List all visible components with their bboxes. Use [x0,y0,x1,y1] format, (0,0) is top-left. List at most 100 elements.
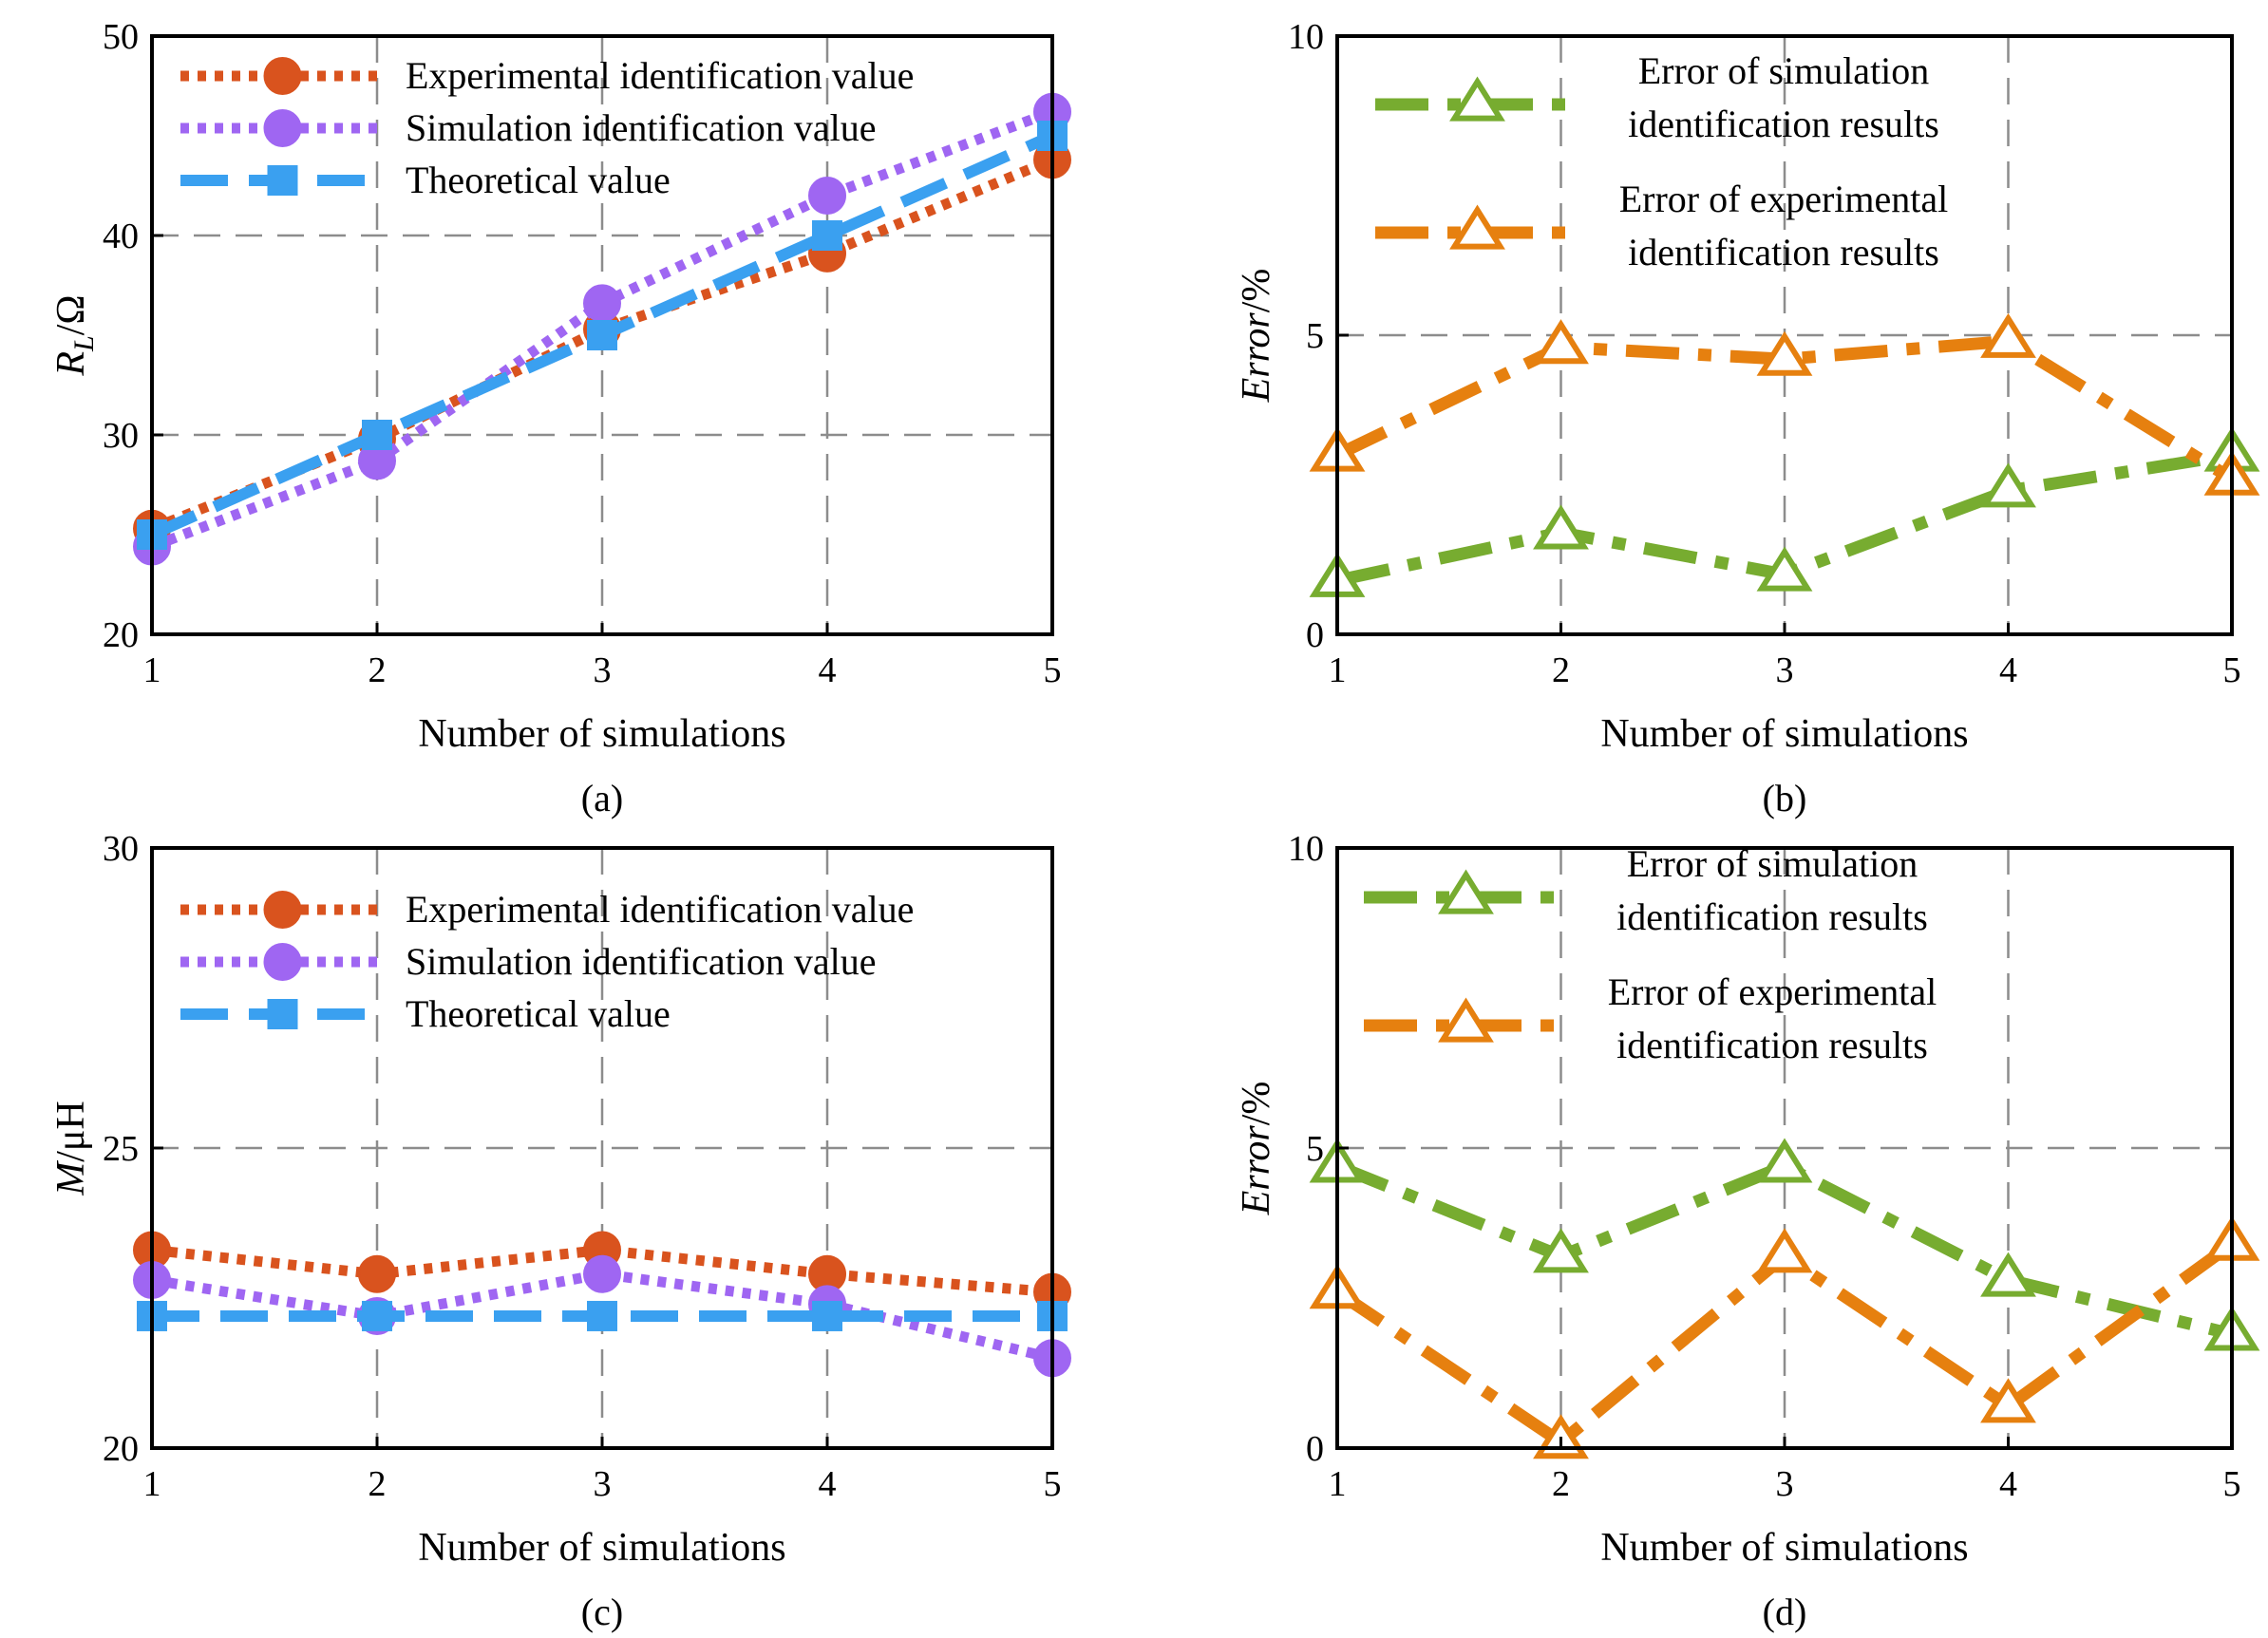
x-tick-label: 1 [1329,650,1347,690]
x-tick-label: 3 [1776,650,1794,690]
legend-marker [263,109,302,147]
legend: Experimental identification value Simulat… [180,54,914,201]
data-point [587,1300,617,1331]
legend-entry: identification results [1616,895,1928,938]
legend-entry: identification results [1628,103,1939,145]
data-point [812,1300,842,1331]
x-axis-label: Number of simulations [418,1526,785,1570]
legend-marker [263,57,302,95]
x-tick-label: 3 [594,1464,612,1504]
legend-entry: Simulation identification value [406,106,876,149]
series-line [1334,1159,2234,1341]
legend: Error of simulation identification result… [1364,842,1937,1066]
y-tick-label: 50 [103,17,139,57]
data-point [1980,1252,2036,1297]
data-point [1533,504,1589,550]
data-point [1980,1378,2036,1423]
x-tick-label: 4 [1999,650,2017,690]
panel-caption: (b) [1763,777,1807,819]
legend-entry: Theoretical value [406,159,671,201]
y-axis-label-symbol: R [49,351,93,377]
x-axis-label: Number of simulations [1600,712,1968,756]
y-tick-label: 20 [103,615,139,655]
legend-marker [1449,204,1505,250]
legend: Error of simulation identification result… [1375,49,1948,273]
data-point [1756,1228,1813,1273]
y-axis-label-unit: /μH [49,1101,93,1162]
data-point [587,320,617,350]
series-theoretical [137,121,1068,550]
data-point [362,420,392,450]
data-point [812,220,842,251]
legend-marker [267,999,298,1029]
y-tick-label: 10 [1288,829,1324,869]
x-tick-label: 5 [1044,1464,1062,1504]
legend-entry: identification results [1616,1024,1928,1066]
y-axis-label-subscript: L [68,335,100,352]
y-tick-label: 5 [1306,1129,1324,1169]
legend-entry: Theoretical value [406,992,671,1035]
y-tick-label: 20 [103,1429,139,1469]
chart-b: 1 2 3 4 5 0 5 10 Number of simulations (b) Error/%… [1235,17,2260,819]
x-tick-label: 2 [369,1464,387,1504]
data-point [808,177,846,215]
y-axis-label-unit: /% [1235,1082,1278,1126]
y-axis-label-unit: /Ω [49,294,93,335]
legend-entry: Error of experimental [1608,970,1937,1013]
data-point [358,1254,396,1293]
data-point [1980,312,2036,358]
series-theoretical [137,1300,1068,1331]
data-point [1756,546,1813,592]
y-tick-label: 0 [1306,1429,1324,1469]
x-tick-label: 2 [1552,650,1570,690]
y-tick-label: 0 [1306,615,1324,655]
x-axis-label: Number of simulations [418,712,785,756]
x-tick-label: 1 [143,650,161,690]
y-axis-label-symbol: M [49,1160,93,1196]
legend-marker [1449,76,1505,122]
x-tick-label: 5 [2223,650,2241,690]
panel-caption: (c) [581,1591,623,1633]
series-error_exp [1309,1215,2260,1459]
y-axis-label-symbol: Error [1235,312,1278,404]
legend: Experimental identification value Simulat… [180,888,914,1035]
data-point [1533,1228,1589,1273]
chart-d: 1 2 3 4 5 0 5 10 Number of simulations (d) Error/%… [1235,829,2260,1633]
legend-entry: Experimental identification value [406,54,914,97]
data-point [1756,1138,1813,1183]
x-tick-label: 3 [594,650,612,690]
y-axis-label-symbol: Error [1235,1125,1278,1216]
legend-entry: Experimental identification value [406,888,914,931]
y-axis-label: RL/Ω [49,294,100,376]
y-tick-label: 10 [1288,17,1324,57]
y-tick-label: 30 [103,829,139,869]
data-point [1756,330,1813,376]
series-line [1334,334,2236,484]
legend-marker [1438,869,1494,914]
x-tick-label: 1 [1329,1464,1347,1504]
data-point [583,1254,621,1293]
legend-marker [263,943,302,981]
y-tick-label: 5 [1306,316,1324,356]
legend-entry: Error of experimental [1619,178,1949,220]
panel-caption: (a) [581,777,623,819]
x-tick-label: 5 [1044,650,1062,690]
y-tick-label: 30 [103,416,139,456]
y-axis-label: Error/% [1235,1082,1278,1216]
chart-c: 1 2 3 4 5 20 25 30 Number of simulations (c) M/μH E… [49,829,1071,1633]
legend-marker [1438,997,1494,1043]
legend-entry: Simulation identification value [406,940,876,983]
legend-marker [267,165,298,196]
y-axis-label: Error/% [1235,269,1278,404]
legend-entry: Error of simulation [1638,49,1930,92]
x-tick-label: 3 [1776,1464,1794,1504]
y-tick-label: 40 [103,217,139,256]
data-point [362,1300,392,1331]
x-tick-label: 1 [143,1464,161,1504]
x-tick-label: 4 [1999,1464,2017,1504]
chart-a: 1 2 3 4 5 20 30 40 50 Number of simulations (a) RL/… [49,17,1071,819]
data-point [1533,319,1589,365]
x-tick-label: 4 [819,650,837,690]
y-axis-label-unit: /% [1235,269,1278,313]
